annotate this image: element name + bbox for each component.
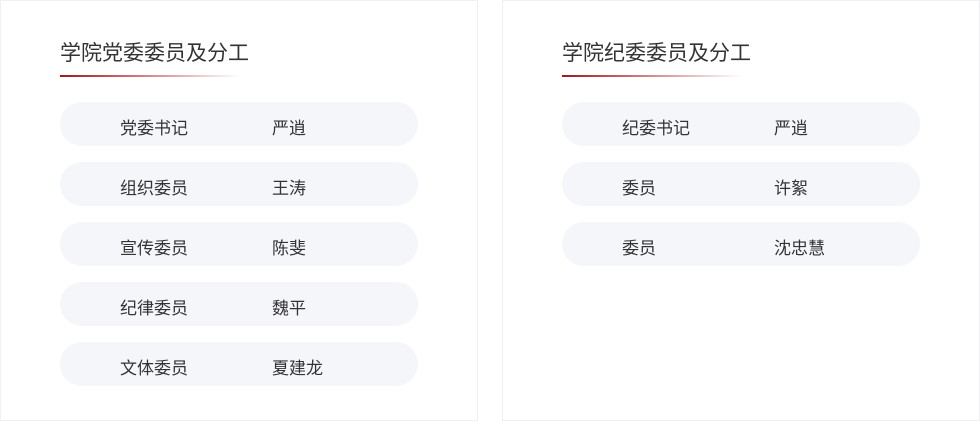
member-name: 沈忠慧	[774, 239, 825, 259]
member-row: 组织委员 王涛	[60, 162, 418, 206]
member-role: 纪委书记	[622, 119, 690, 139]
member-role: 纪律委员	[120, 299, 188, 319]
party-committee-list: 党委书记 严逍 组织委员 王涛 宣传委员 陈斐 纪律委员 魏平 文体委员 夏建龙	[60, 102, 418, 402]
member-name: 许絮	[774, 179, 808, 199]
member-name: 魏平	[272, 299, 306, 319]
discipline-committee-card: 学院纪委委员及分工 纪委书记 严逍 委员 许絮 委员 沈忠慧	[502, 0, 980, 421]
member-role: 宣传委员	[120, 239, 188, 259]
discipline-committee-title: 学院纪委委员及分工	[562, 41, 751, 65]
member-name: 夏建龙	[272, 359, 323, 379]
member-name: 陈斐	[272, 239, 306, 259]
member-row: 党委书记 严逍	[60, 102, 418, 146]
discipline-committee-list: 纪委书记 严逍 委员 许絮 委员 沈忠慧	[562, 102, 920, 282]
member-role: 组织委员	[120, 179, 188, 199]
member-role: 委员	[622, 239, 656, 259]
party-committee-title: 学院党委委员及分工	[60, 41, 249, 65]
member-row: 文体委员 夏建龙	[60, 342, 418, 386]
member-row: 纪委书记 严逍	[562, 102, 920, 146]
member-row: 委员 许絮	[562, 162, 920, 206]
party-committee-card: 学院党委委员及分工 党委书记 严逍 组织委员 王涛 宣传委员 陈斐 纪律委员 魏平 文体…	[0, 0, 478, 421]
title-underline	[562, 75, 742, 77]
member-row: 委员 沈忠慧	[562, 222, 920, 266]
member-role: 委员	[622, 179, 656, 199]
member-role: 党委书记	[120, 119, 188, 139]
member-role: 文体委员	[120, 359, 188, 379]
member-name: 王涛	[272, 179, 306, 199]
member-name: 严逍	[272, 119, 306, 139]
member-row: 纪律委员 魏平	[60, 282, 418, 326]
member-name: 严逍	[774, 119, 808, 139]
title-underline	[60, 75, 240, 77]
member-row: 宣传委员 陈斐	[60, 222, 418, 266]
